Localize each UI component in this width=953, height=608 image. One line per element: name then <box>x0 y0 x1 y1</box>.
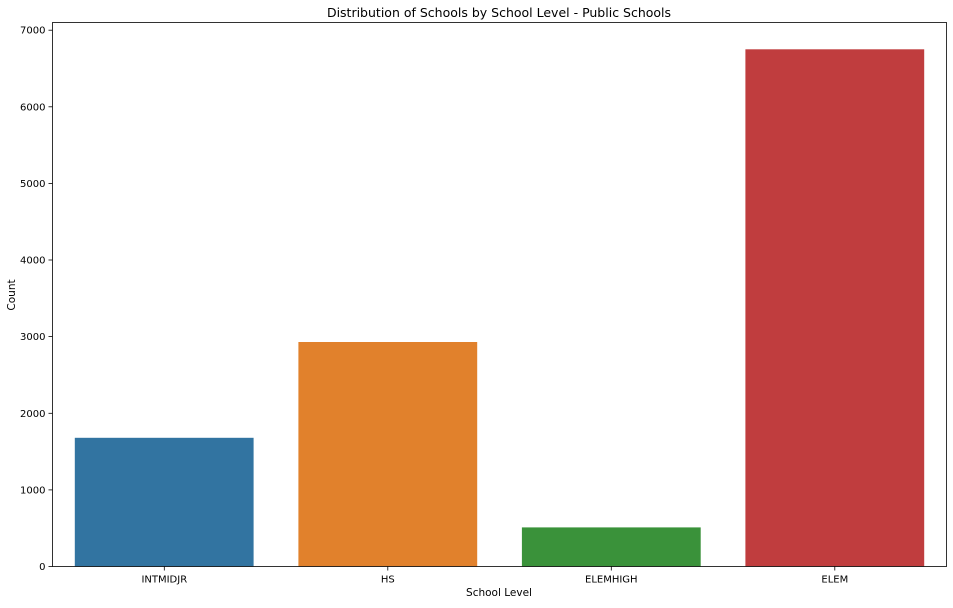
bars-layer <box>74 49 925 567</box>
y-tick-label: 0 <box>39 562 45 573</box>
y-axis-label: Count <box>6 279 18 310</box>
x-tick-label: HS <box>381 575 395 586</box>
x-tick-label: ELEMHIGH <box>585 575 638 586</box>
y-tick-label: 1000 <box>20 485 45 496</box>
x-tick-label: INTMIDJR <box>141 575 187 586</box>
bar-hs <box>298 342 478 567</box>
x-axis: INTMIDJR HS ELEMHIGH ELEM <box>141 566 848 586</box>
bar-elemhigh <box>521 527 701 567</box>
plot-frame <box>52 22 947 567</box>
y-tick-label: 5000 <box>20 179 45 190</box>
y-tick-label: 2000 <box>20 409 45 420</box>
x-axis-label: School Level <box>466 587 532 599</box>
y-tick-label: 6000 <box>20 102 45 113</box>
bar-intmidjr <box>74 437 254 567</box>
x-tick-label: ELEM <box>821 575 848 586</box>
y-tick-label: 3000 <box>20 332 45 343</box>
y-tick-label: 7000 <box>20 26 45 37</box>
chart-title: Distribution of Schools by School Level … <box>327 5 671 20</box>
y-axis: 0 1000 2000 3000 4000 5000 6000 7000 <box>20 26 53 573</box>
bar-elem <box>745 49 925 567</box>
y-tick-label: 4000 <box>20 256 45 267</box>
